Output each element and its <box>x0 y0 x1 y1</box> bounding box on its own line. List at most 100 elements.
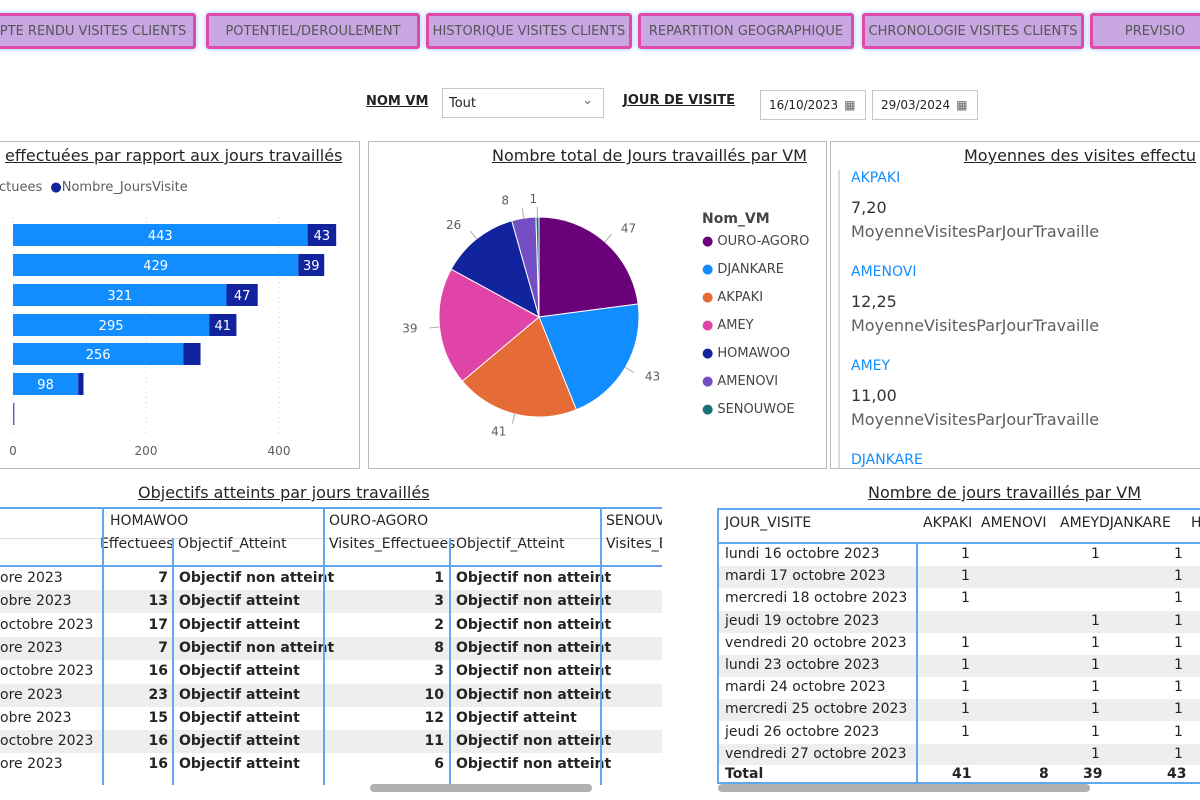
column-header: H <box>1191 515 1200 531</box>
legend-item: ● DJANKARE <box>702 262 809 290</box>
homawoo-visites: 7 <box>158 570 168 586</box>
homawoo-objectif: Objectif non atteint <box>179 639 335 656</box>
row-date: lundi 23 octobre 2023 <box>725 657 880 673</box>
cell-value: 1 <box>1091 657 1100 673</box>
cell-value: 1 <box>961 568 970 585</box>
column-header: Objectif_Atteint <box>178 536 287 552</box>
objectifs-table: HOMAWOO OURO-AGORO SENOUV Effectuees Obj… <box>0 507 662 785</box>
legend-label: HOMAWOO <box>717 346 791 361</box>
table-row: octobre 2023 16 Objectif atteint 11 Objectif… <box>0 730 662 754</box>
table-row: vendredi 27 octobre 2023 1 1 <box>719 743 1200 766</box>
tab-potentiel[interactable]: POTENTIEL/DEROULEMENT <box>206 13 420 49</box>
homawoo-objectif: Objectif non atteint <box>179 570 335 586</box>
legend-dot-icon: ● <box>50 180 62 195</box>
horizontal-scrollbar[interactable] <box>718 784 1090 792</box>
legend-dot-icon: ● <box>702 374 714 389</box>
legend-visites: ctuees <box>0 180 43 195</box>
row-date: mercredi 18 octobre 2023 <box>725 590 908 607</box>
moyennes-title: Moyennes des visites effectu <box>964 146 1197 165</box>
cell-value: 1 <box>1174 612 1183 629</box>
leader-line <box>521 208 525 219</box>
column-header: AMENOVI <box>981 515 1047 531</box>
cell-value: 1 <box>1174 546 1183 562</box>
pie-data-label: 41 <box>491 424 506 438</box>
cell-value: 1 <box>1174 657 1183 673</box>
cell-value: 1 <box>1174 679 1183 696</box>
bar-visites <box>13 373 79 395</box>
row-date: mercredi 25 octobre 2023 <box>725 701 908 718</box>
ouro-visites: 8 <box>434 639 444 656</box>
ouro-visites: 11 <box>424 733 444 750</box>
legend-label: AMENOVI <box>717 374 779 389</box>
table-row: vendredi 20 octobre 2023 1 1 1 <box>719 633 1200 655</box>
ouro-visites: 10 <box>424 686 444 703</box>
pie-data-label: 47 <box>621 221 636 235</box>
column-header: Visites_E <box>606 536 662 552</box>
table-row: obre 2023 15 Objectif atteint 12 Objectif at… <box>0 707 662 730</box>
table-row: obre 2023 13 Objectif atteint 3 Objectif non… <box>0 590 662 614</box>
calendar-icon[interactable]: ▦ <box>956 98 968 112</box>
ouro-objectif: Objectif non atteint <box>456 616 612 633</box>
tab-compte-rendu[interactable]: PTE RENDU VISITES CLIENTS <box>0 13 196 49</box>
homawoo-visites: 16 <box>148 733 168 750</box>
row-date: jeudi 19 octobre 2023 <box>725 612 880 629</box>
horizontal-scrollbar[interactable] <box>370 784 592 792</box>
total-value: 8 <box>1039 766 1049 782</box>
bar-chart-plot: 0 200 400 443 43 429 39 321 47 295 41 256 98 <box>9 217 337 458</box>
date-start-input[interactable]: 16/10/2023 ▦ <box>760 90 866 120</box>
total-row: Total 41 8 39 43 <box>719 765 1200 782</box>
row-date: lundi 16 octobre 2023 <box>725 546 880 562</box>
legend-dot-icon: ● <box>702 402 714 417</box>
moyenne-value: 7,20 <box>851 198 887 217</box>
row-date: octobre 2023 <box>0 616 94 633</box>
homawoo-objectif: Objectif atteint <box>179 686 300 703</box>
nom-vm-label: NOM VM <box>366 94 429 109</box>
measure-label: MoyenneVisitesParJourTravaille <box>851 410 1100 429</box>
x-tick-label: 0 <box>9 444 17 458</box>
chevron-down-icon: ⌄ <box>582 93 593 108</box>
cell-value: 1 <box>961 679 970 696</box>
bar-jours <box>78 373 84 395</box>
pie-data-label: 8 <box>501 193 509 207</box>
leader-line <box>604 233 612 243</box>
bar-jours <box>307 224 337 246</box>
ouro-visites: 3 <box>434 593 444 610</box>
moyenne-value: 12,25 <box>851 292 897 311</box>
bar-label: 39 <box>303 259 320 274</box>
total-value: 41 <box>952 766 972 782</box>
row-date: jeudi 26 octobre 2023 <box>725 723 880 740</box>
calendar-icon[interactable]: ▦ <box>844 98 856 112</box>
table-row: ore 2023 7 Objectif non atteint 8 Objectif n… <box>0 636 662 660</box>
pie-chart-plot: 47 43 41 39 26 8 1 <box>402 192 660 438</box>
ouro-visites: 3 <box>434 663 444 680</box>
jours-title: Nombre de jours travaillés par VM <box>868 483 1142 502</box>
measure-label: MoyenneVisitesParJourTravaille <box>851 222 1100 241</box>
moyennes-card: Moyennes des visites effectu AKPAKI 7,20 M… <box>830 141 1200 469</box>
row-date: obre 2023 <box>0 593 72 610</box>
cell-value: 1 <box>1091 701 1100 718</box>
row-date: ore 2023 <box>0 570 63 586</box>
tab-prevision[interactable]: PREVISIO <box>1090 13 1200 49</box>
total-label: Total <box>725 766 764 782</box>
legend-jours: Nombre_JoursVisite <box>61 180 188 195</box>
bar-visites <box>13 224 308 246</box>
bar-jours <box>13 403 15 425</box>
tab-repartition[interactable]: REPARTITION GEOGRAPHIQUE <box>638 13 854 49</box>
row-date: vendredi 27 octobre 2023 <box>725 745 907 762</box>
ouro-objectif: Objectif non atteint <box>456 593 612 610</box>
cell-value: 1 <box>1091 546 1100 562</box>
tab-historique[interactable]: HISTORIQUE VISITES CLIENTS <box>426 13 632 49</box>
objectifs-title: Objectifs atteints par jours travaillés <box>138 483 430 502</box>
cell-value: 1 <box>961 590 970 607</box>
visites-bar-chart-card: effectuées par rapport aux jours travail… <box>0 141 360 469</box>
nom-vm-dropdown[interactable]: Tout ⌄ <box>442 88 604 118</box>
legend-label: OURO-AGORO <box>717 234 810 249</box>
vm-name: AKPAKI <box>851 170 901 186</box>
row-date: ore 2023 <box>0 686 63 703</box>
date-end-input[interactable]: 29/03/2024 ▦ <box>872 90 978 120</box>
tab-chronologie[interactable]: CHRONOLOGIE VISITES CLIENTS <box>862 13 1084 49</box>
row-date: ore 2023 <box>0 756 63 773</box>
homawoo-objectif: Objectif atteint <box>179 593 300 610</box>
nom-vm-value: Tout <box>449 95 477 111</box>
homawoo-objectif: Objectif atteint <box>179 733 300 750</box>
